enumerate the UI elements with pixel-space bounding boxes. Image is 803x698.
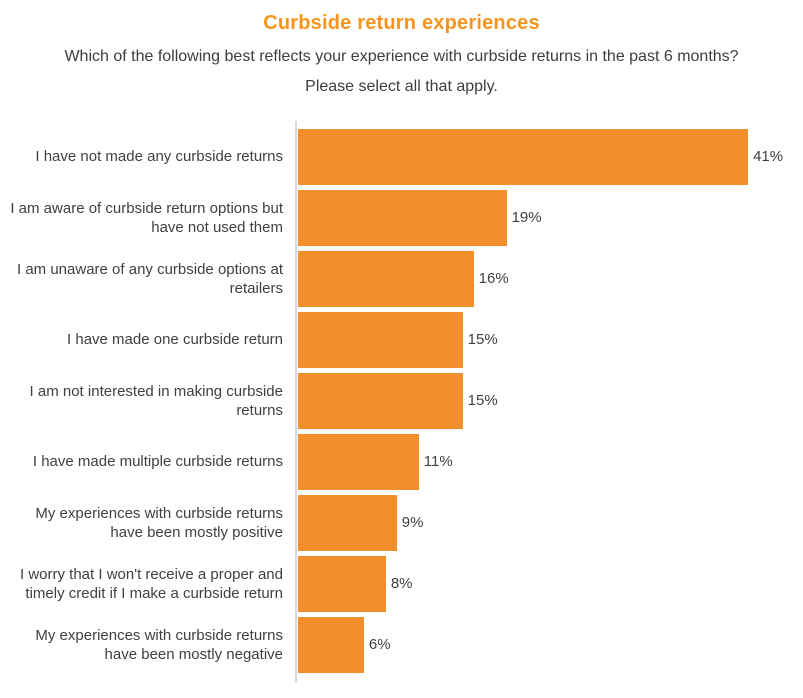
subtitle-line-1: Which of the following best reflects you… [64,48,739,65]
category-label: I have not made any curbside returns [35,148,283,165]
value-label: 19% [511,209,542,226]
value-label: 11% [423,453,453,470]
chart-subtitle: Which of the following best reflects you… [0,42,803,102]
bar-area: 41% [296,128,803,185]
bar-row: I have made multiple curbside returns 11% [0,431,803,492]
subtitle-line-2: Please select all that apply. [305,78,498,95]
bar [298,616,364,673]
bar-row: My experiences with curbside returns hav… [0,614,803,675]
bar [298,250,474,307]
bar-area: 11% [296,433,803,490]
bar-row: I have made one curbside return 15% [0,309,803,370]
bar [298,433,419,490]
bar-area: 8% [296,555,803,612]
bar-rows: I have not made any curbside returns 41% I… [0,126,803,675]
bar [298,555,386,612]
value-label: 6% [368,636,391,653]
bar-row: I have not made any curbside returns 41% [0,126,803,187]
value-label: 8% [390,575,413,592]
bar-area: 15% [296,372,803,429]
category-label: I am aware of curbside return options bu… [10,199,283,236]
bar [298,494,397,551]
category-label: I am unaware of any curbside options at … [17,260,283,297]
category-label: I worry that I won't receive a proper an… [20,565,283,602]
category-label: My experiences with curbside returns hav… [35,626,283,663]
bar-area: 9% [296,494,803,551]
category-label: I have made one curbside return [67,331,283,348]
bar-area: 19% [296,189,803,246]
bar [298,372,463,429]
category-label: I have made multiple curbside returns [32,453,283,470]
value-label: 15% [467,392,498,409]
bar [298,128,749,185]
bar [298,311,463,368]
bar-area: 6% [296,616,803,673]
chart-title: Curbside return experiences [263,12,540,34]
bar-row: I am aware of curbside return options bu… [0,187,803,248]
bar-area: 16% [296,250,803,307]
y-axis-line [295,121,297,683]
category-label: My experiences with curbside returns hav… [35,504,283,541]
value-label: 9% [401,514,424,531]
bar-row: I am not interested in making curbside r… [0,370,803,431]
bar-row: I am unaware of any curbside options at … [0,248,803,309]
value-label: 41% [753,148,784,165]
bar [298,189,507,246]
bar-row: I worry that I won't receive a proper an… [0,553,803,614]
value-label: 16% [478,270,509,287]
value-label: 15% [467,331,498,348]
bar-chart: I have not made any curbside returns 41% I… [0,121,803,683]
bar-area: 15% [296,311,803,368]
bar-row: My experiences with curbside returns hav… [0,492,803,553]
category-label: I am not interested in making curbside r… [29,382,283,419]
